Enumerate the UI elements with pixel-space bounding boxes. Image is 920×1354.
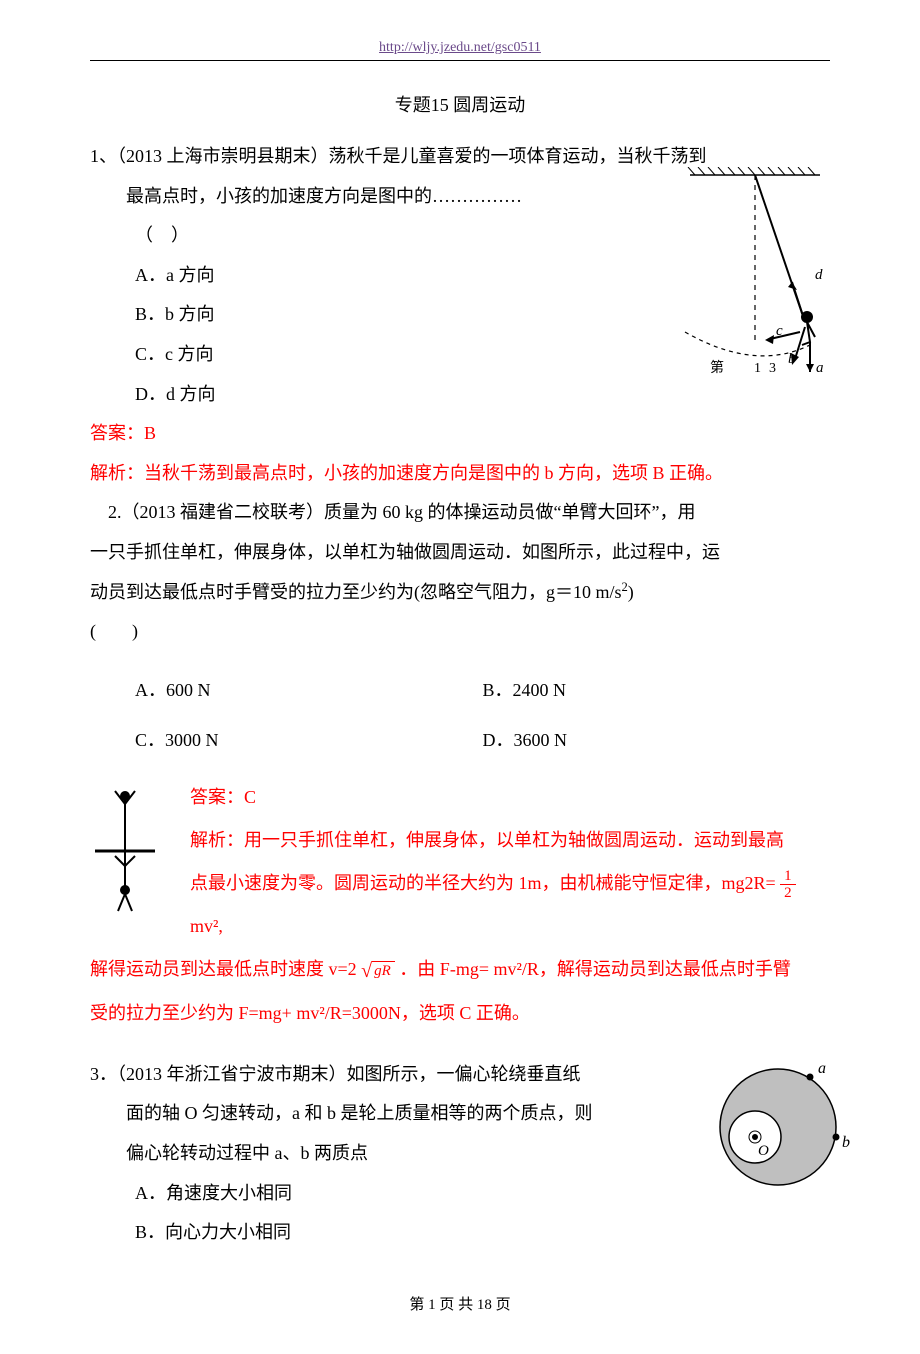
sqrt-gR: √ gR (361, 961, 395, 982)
page-title: 专题15 圆周运动 (90, 91, 830, 117)
question-1: d c b a 第 13 1、（2013 上海市崇明县期末）荡秋千是儿童喜爱的一… (90, 137, 830, 414)
q3-option-b: B．向心力大小相同 (90, 1213, 830, 1253)
q2-stem-line1: 2.（2013 福建省二校联考）质量为 60 kg 的体操运动员做“单臂大回环”… (90, 493, 830, 533)
q2-explain-line3: 解得运动员到达最低点时速度 v=2 √ gR ．由 F-mg= mv²/R，解得… (90, 948, 830, 991)
figure-swing: d c b a (660, 167, 830, 377)
q2-stem-line3: 动员到达最低点时手臂受的拉力至少约为(忽略空气阻力，g＝10 m/s2) (90, 573, 830, 613)
label-a: a (818, 1060, 826, 1077)
figure-gymnast (90, 786, 160, 916)
q2-stem-line3-post: ) (628, 582, 634, 602)
q2-explain-l3-mid: ．由 F-mg= mv²/R，解得运动员到达最低点时手臂 (399, 959, 791, 979)
q2-options-row2: C．3000 N D．3600 N (90, 726, 830, 752)
header-rule (90, 60, 830, 61)
question-2: 2.（2013 福建省二校联考）质量为 60 kg 的体操运动员做“单臂大回环”… (90, 493, 830, 1035)
q2-explain-l2-pre: 点最小速度为零。圆周运动的半径大约为 1m，由机械能守恒定律，mg2R= (190, 873, 776, 893)
label-o: O (758, 1143, 769, 1159)
q2-options-row1: A．600 N B．2400 N (90, 676, 830, 702)
q1-option-d: D．d 方向 (90, 375, 830, 415)
header-link[interactable]: http://wljy.jzedu.net/gsc0511 (90, 40, 830, 56)
frac-num: 1 (780, 868, 796, 886)
page-footer: 第 1 页 共 18 页 (90, 1293, 830, 1314)
q2-stem-line3-pre: 动员到达最低点时手臂受的拉力至少约为(忽略空气阻力，g＝10 m/s (90, 582, 622, 602)
footer-post: 页 (492, 1297, 511, 1313)
footer-pre: 第 (409, 1297, 428, 1313)
q2-explain-line1: 解析：用一只手抓住单杠，伸展身体，以单杠为轴做圆周运动．运动到最高 (90, 819, 830, 862)
label-b: b (788, 351, 796, 367)
label-d: d (815, 267, 823, 283)
label-c: c (776, 323, 783, 339)
q1-answer: 答案：B (90, 414, 830, 454)
radicand: gR (372, 961, 395, 982)
q2-explain-line4: 受的拉力至少约为 F=mg+ mv²/R=3000N，选项 C 正确。 (90, 992, 830, 1035)
q2-option-b: B．2400 N (483, 676, 831, 702)
q2-stem-line2: 一只手抓住单杠，伸展身体，以单杠为轴做圆周运动．如图所示，此过程中，运 (90, 533, 830, 573)
footer-mid: 页 共 (436, 1297, 477, 1313)
footer-total-pages: 18 (477, 1297, 492, 1313)
q2-answer: 答案：C (90, 776, 830, 819)
q2-option-d: D．3600 N (483, 726, 831, 752)
label-a: a (816, 360, 824, 376)
q2-explain-l2-post: mv², (190, 916, 223, 936)
fraction-half: 1 2 (780, 868, 796, 902)
figure-eccentric-wheel: a b O (700, 1055, 850, 1195)
label-b: b (842, 1134, 850, 1151)
footer-current-page: 1 (428, 1297, 436, 1313)
q2-explain-line2: 点最小速度为零。圆周运动的半径大约为 1m，由机械能守恒定律，mg2R= 1 2… (90, 862, 830, 948)
q1-explain: 解析：当秋千荡到最高点时，小孩的加速度方向是图中的 b 方向，选项 B 正确。 (90, 454, 830, 494)
frac-den: 2 (780, 885, 796, 902)
q2-option-a: A．600 N (135, 676, 483, 702)
question-3: a b O 3．（2013 年浙江省宁波市期末）如图所示，一偏心轮绕垂直纸 面的… (90, 1055, 830, 1253)
q2-explain-l3-pre: 解得运动员到达最低点时速度 v=2 (90, 959, 357, 979)
q2-option-c: C．3000 N (135, 726, 483, 752)
radical-sign: √ (361, 961, 372, 981)
q2-paren: ( ) (90, 612, 830, 652)
figure-swing-caption: 第 13 (710, 357, 784, 377)
